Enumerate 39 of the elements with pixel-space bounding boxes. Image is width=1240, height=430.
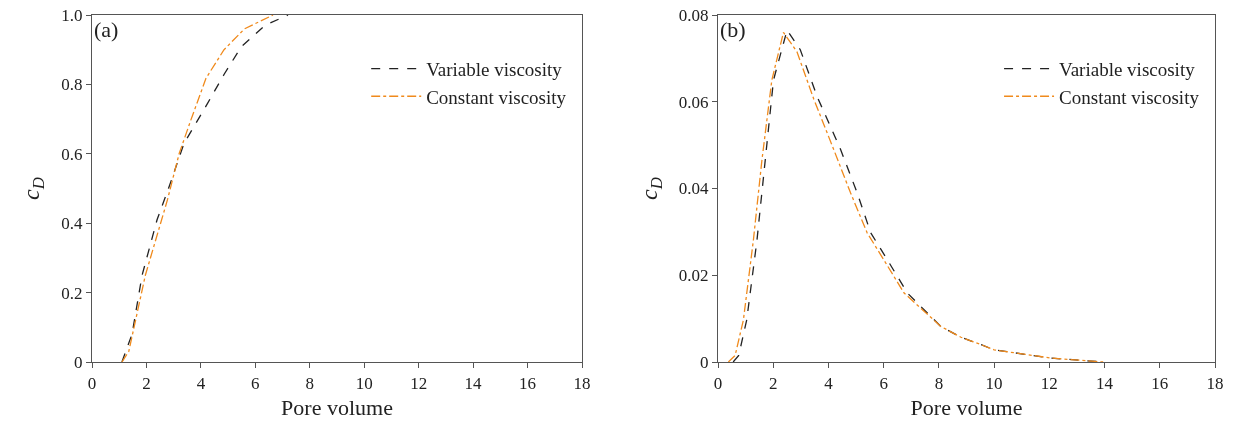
y-tick-label: 0.04 — [678, 179, 709, 199]
x-tick-label: 16 — [519, 373, 537, 393]
x-tick-label: 0 — [87, 373, 97, 393]
y-tick-label: 0.4 — [61, 214, 83, 234]
x-tick-label: 0 — [713, 373, 723, 393]
x-tick-label: 2 — [768, 373, 778, 393]
y-tick-label: 0.06 — [678, 92, 709, 112]
x-tick-label: 6 — [251, 373, 260, 393]
x-axis-title: Pore volume — [281, 395, 393, 421]
y-tick-label: 0.08 — [678, 5, 709, 25]
x-tick-label: 8 — [934, 373, 944, 393]
legend-label: Constant viscosity — [1059, 86, 1200, 108]
x-tick-label: 12 — [1040, 373, 1058, 393]
legend-label: Variable viscosity — [1059, 58, 1196, 80]
y-tick-label: 1.0 — [61, 5, 83, 25]
x-tick-label: 16 — [1151, 373, 1169, 393]
x-tick-label: 8 — [305, 373, 315, 393]
x-tick-label: 10 — [985, 373, 1003, 393]
x-tick-label: 4 — [196, 373, 206, 393]
x-axis-title: Pore volume — [910, 395, 1023, 421]
y-tick-label: 0.2 — [61, 283, 83, 303]
y-tick-label: 0.02 — [678, 266, 709, 286]
x-tick-label: 4 — [824, 373, 834, 393]
x-tick-label: 6 — [879, 373, 888, 393]
annotation: (a) — [94, 17, 119, 42]
legend-label: Constant viscosity — [426, 86, 567, 108]
y-tick-label: 0.6 — [61, 144, 83, 164]
y-tick-label: 0 — [73, 352, 83, 372]
x-tick-label: 12 — [410, 373, 428, 393]
x-tick-label: 2 — [142, 373, 151, 393]
x-tick-label: 10 — [355, 373, 373, 393]
x-tick-label: 14 — [464, 373, 483, 393]
y-tick-label: 0 — [699, 352, 709, 372]
legend-label: Variable viscosity — [426, 58, 563, 80]
y-tick-label: 0.8 — [61, 75, 83, 95]
annotation: (b) — [720, 17, 746, 42]
x-tick-label: 18 — [1206, 373, 1224, 393]
x-tick-label: 14 — [1096, 373, 1114, 393]
x-tick-label: 18 — [573, 373, 591, 393]
